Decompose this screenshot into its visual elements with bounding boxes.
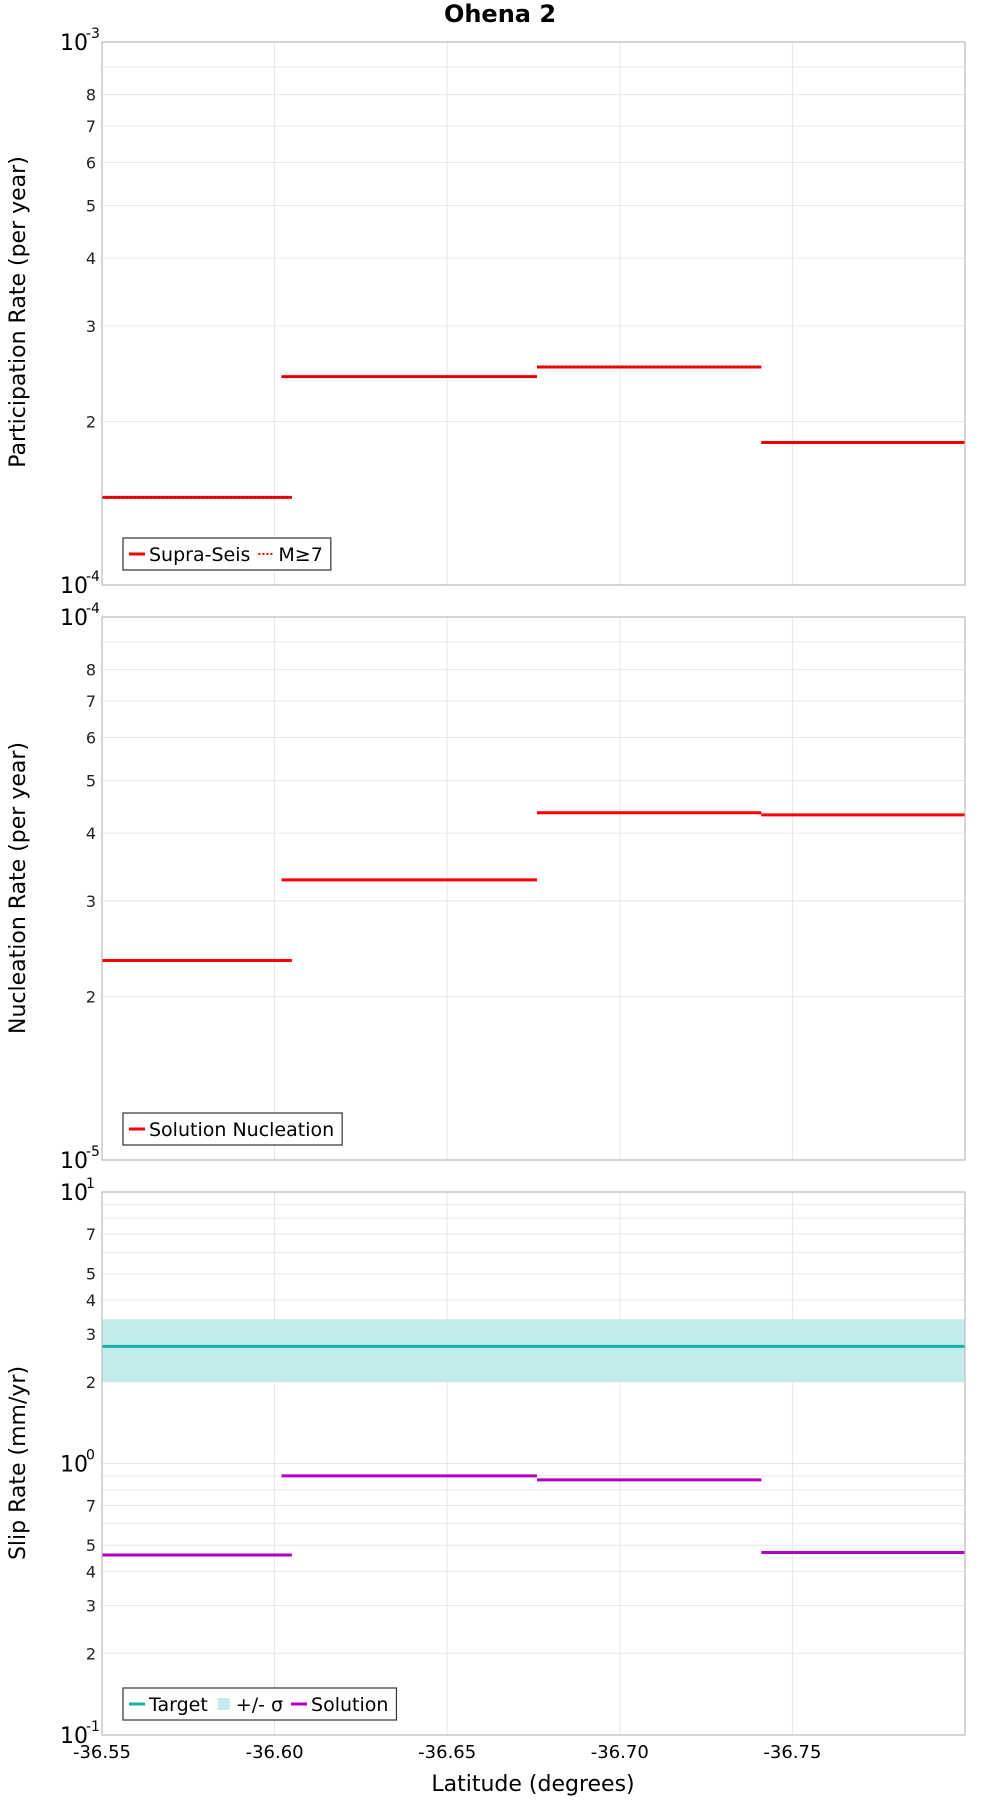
y-tick-label: 4 [86, 824, 96, 843]
y-tick-label: 8 [86, 661, 96, 680]
y-decade-exponent: -4 [86, 569, 100, 585]
legend-box [122, 1687, 398, 1721]
legend-box [122, 1112, 343, 1146]
y-tick-label: 7 [86, 1225, 96, 1244]
y-tick-label: 7 [86, 1497, 96, 1516]
participation-rate-ylabel: Participation Rate (per year) [6, 156, 31, 468]
y-tick-label: 3 [86, 892, 96, 911]
x-tick-label: -36.60 [246, 1742, 304, 1763]
y-decade-exponent: 0 [86, 1448, 95, 1464]
y-decade-label: 10 [60, 1724, 88, 1749]
legend-box [122, 537, 332, 571]
y-decade-exponent: -4 [86, 601, 100, 617]
latitude-xlabel: Latitude (degrees) [431, 1772, 634, 1797]
solution-nucleation-legend-label: Solution Nucleation [149, 1119, 334, 1141]
supra-seis-legend-label: Supra-Seis [149, 544, 250, 566]
x-tick-label: -36.65 [418, 1742, 476, 1763]
target-legend-label: Target [148, 1694, 208, 1716]
y-tick-label: 8 [86, 86, 96, 105]
plot-frame [101, 616, 966, 1161]
y-tick-label: 5 [86, 771, 96, 790]
slip-rate-ylabel: Slip Rate (mm/yr) [6, 1366, 31, 1560]
-legend-label: +/- σ [236, 1694, 283, 1716]
y-tick-label: 6 [86, 728, 96, 747]
y-tick-label: 5 [86, 196, 96, 215]
plot-frame [101, 1191, 966, 1736]
y-tick-label: 4 [86, 1563, 96, 1582]
legend: Solution Nucleation [122, 1112, 343, 1146]
solution-legend-label: Solution [311, 1694, 388, 1716]
y-decade-label: 10 [60, 1181, 88, 1206]
y-tick-label: 4 [86, 249, 96, 268]
y-decade-label: 10 [60, 31, 88, 56]
x-tick-label: -36.55 [73, 1742, 131, 1763]
y-decade-label: 10 [60, 574, 88, 599]
nucleation-rate-ylabel: Nucleation Rate (per year) [6, 742, 31, 1034]
sigma-band [102, 1319, 965, 1382]
y-decade-exponent: -1 [86, 1719, 100, 1735]
y-decade-label: 10 [60, 1453, 88, 1478]
y-tick-label: 2 [86, 1373, 96, 1392]
y-decade-label: 10 [60, 1149, 88, 1174]
y-tick-label: 4 [86, 1291, 96, 1310]
y-tick-label: 2 [86, 413, 96, 432]
y-tick-label: 7 [86, 692, 96, 711]
y-tick-label: 3 [86, 317, 96, 336]
legend: Supra-Seis M≥7 [122, 537, 332, 571]
y-tick-label: 5 [86, 1265, 96, 1284]
chart-title: Ohena 2 [444, 0, 556, 28]
y-tick-label: 5 [86, 1536, 96, 1555]
x-tick-label: -36.75 [763, 1742, 821, 1763]
-legend-swatch [217, 1698, 230, 1710]
y-decade-exponent: -5 [86, 1144, 100, 1160]
y-tick-label: 6 [86, 153, 96, 172]
m-7-legend-label: M≥7 [278, 544, 322, 566]
legend: Target +/- σ Solution [122, 1687, 398, 1721]
plot-frame [101, 41, 966, 586]
y-tick-label: 3 [86, 1325, 96, 1344]
y-decade-exponent: -3 [86, 26, 100, 42]
y-tick-label: 3 [86, 1596, 96, 1615]
y-tick-label: 7 [86, 117, 96, 136]
y-tick-label: 2 [86, 988, 96, 1007]
y-decade-label: 10 [60, 606, 88, 631]
x-tick-label: -36.70 [591, 1742, 649, 1763]
y-tick-label: 2 [86, 1644, 96, 1663]
y-decade-exponent: 1 [86, 1176, 95, 1192]
